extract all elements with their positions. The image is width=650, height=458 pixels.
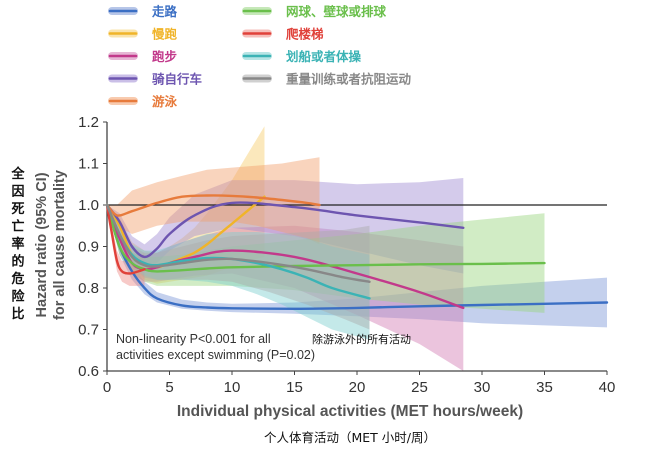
y-axis-title-zh-char-2: 因 <box>11 185 24 200</box>
y-tick-label-1-2: 1.2 <box>78 114 99 131</box>
x-tick-label-5: 5 <box>165 379 173 396</box>
y-axis-title-zh-char-7: 危 <box>11 271 24 287</box>
y-tick-label-1-1: 1.1 <box>78 156 99 173</box>
x-tick-label-20: 20 <box>349 379 366 396</box>
legend-label-1: 走路 <box>152 4 178 19</box>
series-line-7 <box>105 203 146 275</box>
ci-band-2 <box>107 126 265 284</box>
series-lines <box>105 194 609 310</box>
legend-label-6: 网球、壁球或排球 <box>286 4 387 19</box>
ci-band-4 <box>107 178 464 274</box>
legend-label-3: 跑步 <box>152 49 177 64</box>
legend-label-8: 划船或者体操 <box>286 49 362 64</box>
ci-band-5 <box>107 157 320 245</box>
annotation-line-2: activities except swimming (P=0.02) <box>116 348 315 362</box>
y-axis-title-zh-char-5: 率 <box>11 236 24 252</box>
y-tick-label-0-6: 0.6 <box>78 363 99 380</box>
axes: 0 5 10 15 20 25 30 35 40 0.6 0.7 0.8 0.9 1.0 1.1 1.2 <box>78 114 615 396</box>
x-axis-title-zh: 个人体育活动（MET 小时/周） <box>264 430 436 445</box>
ci-bands <box>107 126 607 371</box>
y-axis-title-zh-char-8: 险 <box>11 289 25 305</box>
x-tick-label-15: 15 <box>286 379 303 396</box>
series-line-6 <box>105 203 546 273</box>
y-axis-title-zh-char-9: 比 <box>11 306 24 322</box>
x-tick-label-35: 35 <box>536 379 553 396</box>
legend-label-4: 骑自行车 <box>152 72 203 87</box>
legend-label-2: 慢跑 <box>152 27 178 42</box>
x-tick-label-0: 0 <box>103 379 111 396</box>
ci-band-1 <box>107 205 607 328</box>
y-axis-title-zh-char-1: 全 <box>10 166 25 182</box>
y-axis-title-line-2: for all cause mortality <box>52 170 68 320</box>
annotation-zh: 除游泳外的所有活动 <box>312 332 411 346</box>
x-tick-label-30: 30 <box>474 379 491 396</box>
annotation-line-1: Non-linearity P<0.001 for all <box>116 332 271 346</box>
ci-band-8 <box>107 205 370 340</box>
x-axis-title: Individual physical activities (MET hour… <box>177 403 523 420</box>
y-axis-title-line-1: Hazard ratio (95% CI) <box>34 172 50 317</box>
series-line-9 <box>105 203 371 283</box>
ci-band-3 <box>107 205 464 371</box>
y-tick-label-0-7: 0.7 <box>78 322 99 339</box>
y-tick-label-0-9: 0.9 <box>78 239 99 256</box>
x-tick-label-40: 40 <box>599 379 616 396</box>
x-tick-label-25: 25 <box>411 379 428 396</box>
legend-label-9: 重量训练或者抗阻运动 <box>286 72 412 87</box>
ci-band-6 <box>107 205 545 313</box>
y-tick-label-1-0: 1.0 <box>78 197 99 214</box>
legend-label-7: 爬楼梯 <box>285 27 324 42</box>
y-axis-title-zh-char-6: 的 <box>11 254 24 270</box>
x-tick-label-10: 10 <box>224 379 241 396</box>
series-line-5 <box>105 194 321 217</box>
y-axis-title-zh-char-4: 亡 <box>11 219 24 235</box>
series-line-4 <box>105 201 465 259</box>
legend-label-5: 游泳 <box>152 94 178 109</box>
series-line-8 <box>105 203 371 300</box>
y-tick-label-0-8: 0.8 <box>78 280 99 297</box>
y-axis-title-zh-char-3: 死 <box>11 202 24 217</box>
